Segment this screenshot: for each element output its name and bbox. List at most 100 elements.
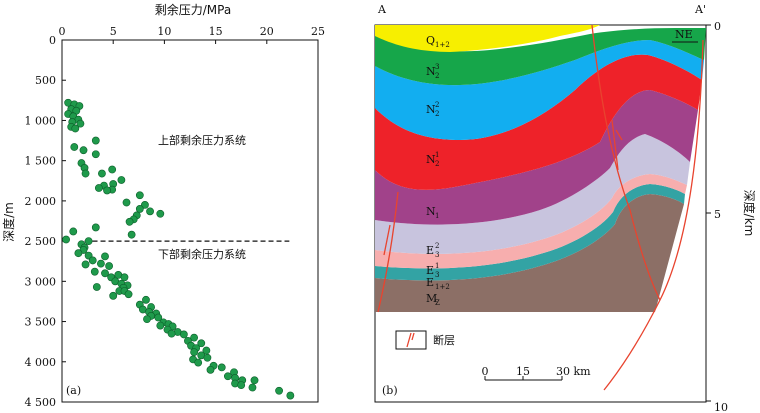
scale-bar-label-15: 15 [516,365,530,378]
scale-bar-label-30: 30 km [556,365,591,378]
data-point [286,391,295,400]
layer-n2-1 [375,54,702,190]
y-tick-label: 1 500 [25,155,57,168]
y-axis-title: 深度/m [1,202,16,242]
right-axis-label-5: 5 [714,208,721,221]
fault-main-splay [611,119,619,171]
data-point [81,260,90,269]
layer-e3-2 [375,134,690,254]
data-point [62,235,70,244]
scale-bar: 0 15 30 km [482,365,591,381]
data-point [217,363,226,372]
data-point [190,333,198,342]
layer-label-base: E [426,264,434,277]
data-point [154,313,163,322]
data-point [125,217,134,226]
data-point [79,146,88,155]
data-point [97,259,105,268]
layer-label-sub: 2 [435,72,439,80]
layer-label-base: E [426,276,434,289]
data-point [71,124,80,133]
x-tick-label: 20 [260,25,274,38]
layer-label: N 23 [426,63,439,80]
y-tick-label: 3 500 [25,316,57,329]
fault-legend-label: 断层 [433,333,455,347]
data-point [223,372,232,381]
data-point [103,186,111,195]
y-tick-label: 2 000 [25,195,57,208]
scale-bar-label-0: 0 [482,365,489,378]
data-point [105,262,114,270]
orientation-label: NE [675,28,693,41]
right-axis-label-0: 0 [714,20,721,33]
data-point [156,321,165,330]
layer-label-sup: 3 [435,63,439,71]
layer-mz [375,194,684,312]
y-tick-label: 4 000 [25,356,57,369]
lower-system-label: 下部剩余压力系统 [158,247,246,261]
fault-east [603,39,704,391]
layer-label: E 31 [426,262,439,279]
y-axis-ticks: 0 500 1 000 1 500 2 000 2 500 3 000 3 500 4 000 4… [25,34,66,409]
data-point [90,267,99,276]
layer-label: N 22 [426,101,439,118]
layer-label: E 32 [426,242,439,259]
layer-e3-1 [375,174,687,269]
data-point [127,230,136,239]
fault-splay-tick [615,129,623,141]
x-axis-title: 剩余压力/MPa [155,2,231,17]
data-point [141,201,149,209]
layer-n2-2 [375,40,704,140]
layer-label-base: E [426,244,434,257]
data-point [117,176,126,184]
data-point [194,358,203,367]
layer-label-sub: 3 [435,251,439,259]
depth-pressure-scatter-panel: 剩余压力/MPa 深度/m 0 5 10 15 20 25 0 500 1 000 1 500 2… [1,2,325,409]
panel-label-b: (b) [382,384,398,397]
layer-label-sub: 1 [435,212,439,220]
data-point [91,150,100,159]
data-point [84,237,93,246]
x-tick-label: 25 [311,25,325,38]
right-axis-title: 深度/km [742,190,757,237]
data-point [167,329,176,338]
data-point [94,184,103,192]
right-depth-axis: 0 5 10 深度/km [706,20,757,413]
layer-label-base: Q [426,34,435,47]
data-point [92,283,101,291]
x-tick-label: 15 [209,25,223,38]
layer-label: MZ [426,292,440,307]
data-point [248,383,257,392]
layer-label-base: N [426,65,436,78]
data-point [108,165,117,174]
upper-system-label: 上部剩余压力系统 [158,133,246,147]
fault-legend: 断层 [395,330,455,350]
fault-legend-line [406,332,415,348]
section-start-label: A [377,3,387,16]
data-points [62,98,295,400]
data-point [275,386,283,395]
layer-q1-2 [375,25,600,52]
data-point [135,191,144,200]
data-point [109,291,118,300]
layer-label-sub: 1+2 [435,283,450,291]
layer-label-sub: 2 [435,110,439,118]
data-point [88,256,97,265]
data-point [98,169,106,178]
panel-label-a: (a) [66,384,81,397]
fault-legend-swatch [395,330,427,350]
layer-label-sub: 2 [435,160,439,168]
data-point [250,376,259,385]
layer-label-sup: 2 [435,242,439,250]
layer-label-sub: 1+2 [435,41,450,49]
data-point [190,348,198,357]
data-point [76,119,85,128]
x-axis-ticks: 0 5 10 15 20 25 [59,25,325,44]
data-point [101,269,109,278]
data-point [81,169,90,178]
layer-label-sup: 1 [435,151,439,159]
fault-left [377,191,399,313]
section-end-label: A' [694,3,706,16]
